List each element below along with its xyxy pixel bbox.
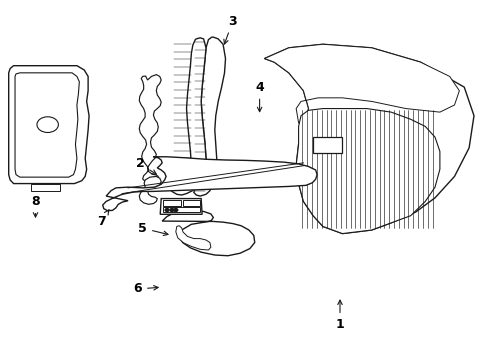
Text: 4: 4	[255, 81, 264, 112]
Polygon shape	[30, 184, 60, 191]
Polygon shape	[265, 44, 474, 234]
Polygon shape	[176, 226, 211, 250]
Circle shape	[174, 208, 178, 211]
Text: 3: 3	[224, 14, 237, 44]
Text: 7: 7	[97, 210, 109, 228]
Polygon shape	[139, 75, 161, 182]
Circle shape	[170, 208, 174, 211]
Polygon shape	[183, 200, 200, 206]
Polygon shape	[194, 37, 225, 196]
Text: 6: 6	[133, 283, 158, 296]
Polygon shape	[163, 200, 181, 206]
Polygon shape	[265, 44, 460, 126]
Polygon shape	[15, 73, 79, 177]
Circle shape	[165, 208, 169, 211]
Circle shape	[37, 117, 58, 132]
Text: 5: 5	[138, 222, 168, 235]
Polygon shape	[139, 176, 161, 204]
Polygon shape	[163, 207, 200, 212]
Text: 1: 1	[336, 300, 344, 331]
Polygon shape	[162, 210, 255, 256]
Polygon shape	[170, 38, 206, 195]
Polygon shape	[9, 66, 89, 184]
Text: 8: 8	[31, 195, 40, 217]
Polygon shape	[296, 109, 440, 234]
Polygon shape	[313, 137, 343, 153]
Polygon shape	[160, 199, 202, 214]
Polygon shape	[103, 157, 317, 211]
Text: 2: 2	[136, 157, 156, 174]
